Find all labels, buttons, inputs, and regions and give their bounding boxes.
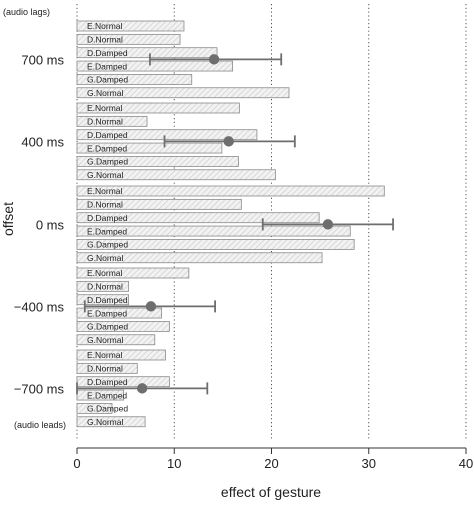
y-axis-title: offset [0,202,16,236]
bar [76,280,129,292]
bar-label: D.Normal [87,282,123,292]
group-label: 700 ms [21,52,64,67]
mean-point [223,136,234,147]
bar [76,20,185,32]
group-label: 0 ms [36,217,65,232]
mean-point [145,301,157,312]
bar [76,87,290,99]
bar [76,60,234,72]
group-label: −400 ms [14,299,65,314]
mean-point [208,54,220,65]
bar [76,334,156,346]
bar-label: D.Normal [87,200,123,210]
bar-label: G.Damped [87,157,128,167]
bar [76,294,129,306]
bar [76,33,181,45]
bar [76,115,148,127]
x-tick-label: 20 [264,456,278,471]
bar-label: D.Normal [87,117,123,127]
bars: E.Normal D.Normal D.Damped E.Damped G.Damped… [76,20,385,428]
x-axis: 0 10 20 30 40 [73,447,473,471]
bar [76,389,125,401]
bar [76,142,223,154]
bar-label: G.Normal [87,335,123,345]
bar-label: G.Normal [87,253,123,263]
bar-label: E.Normal [87,350,123,360]
bar-label: D.Normal [87,35,123,45]
bar-label: D.Damped [87,377,128,387]
bar-label: G.Damped [87,240,128,250]
bar [76,198,242,210]
bar-label: G.Damped [87,75,128,85]
bar [76,155,239,167]
x-tick-label: 30 [362,456,376,471]
bar-label: G.Normal [87,170,123,180]
bottom-note: (audio leads) [14,420,66,430]
bar-label: D.Damped [87,295,128,305]
bar-label: E.Damped [87,226,127,236]
group-label: 400 ms [21,134,64,149]
bar [76,74,193,85]
bar [76,362,138,374]
mean-point [136,383,148,394]
group-labels: 700 ms 400 ms 0 ms −400 ms −700 ms [14,52,65,396]
bar-label: E.Normal [87,21,123,31]
x-axis-title: effect of gesture [221,484,321,500]
bar-label: G.Normal [87,417,123,427]
bar-label: E.Normal [87,268,123,278]
bar-label: G.Damped [87,322,128,332]
bar [76,252,323,264]
bar-label: D.Damped [87,130,128,140]
bar [76,185,385,197]
bar [76,307,163,319]
bar [76,102,240,114]
bar [76,267,190,279]
bar-label: E.Damped [87,308,127,318]
bar-label: E.Damped [87,390,127,400]
bar-label: D.Damped [87,213,128,223]
bar-label: G.Normal [87,88,123,98]
bar-label: G.Damped [87,404,128,414]
bar [76,47,218,59]
bar-label: E.Normal [87,103,123,113]
top-note: (audio lags) [3,7,50,17]
x-tick-label: 40 [459,456,473,471]
bar [76,169,276,181]
bar [76,320,170,332]
bar [76,349,166,361]
bar-label: D.Damped [87,48,128,58]
bar [76,376,170,388]
bar [76,402,113,414]
bar-label: D.Normal [87,364,123,374]
bar [76,416,146,428]
bar [76,129,258,141]
bar [76,212,320,224]
bar-label: E.Damped [87,61,127,71]
confidence-intervals [76,53,394,395]
bar-label: E.Normal [87,186,123,196]
x-tick-label: 0 [73,456,80,471]
group-label: −700 ms [14,381,65,396]
bar-label: E.Damped [87,143,127,153]
x-tick-label: 10 [167,456,181,471]
bar [76,238,355,250]
mean-point [322,219,334,230]
bar [76,225,351,237]
